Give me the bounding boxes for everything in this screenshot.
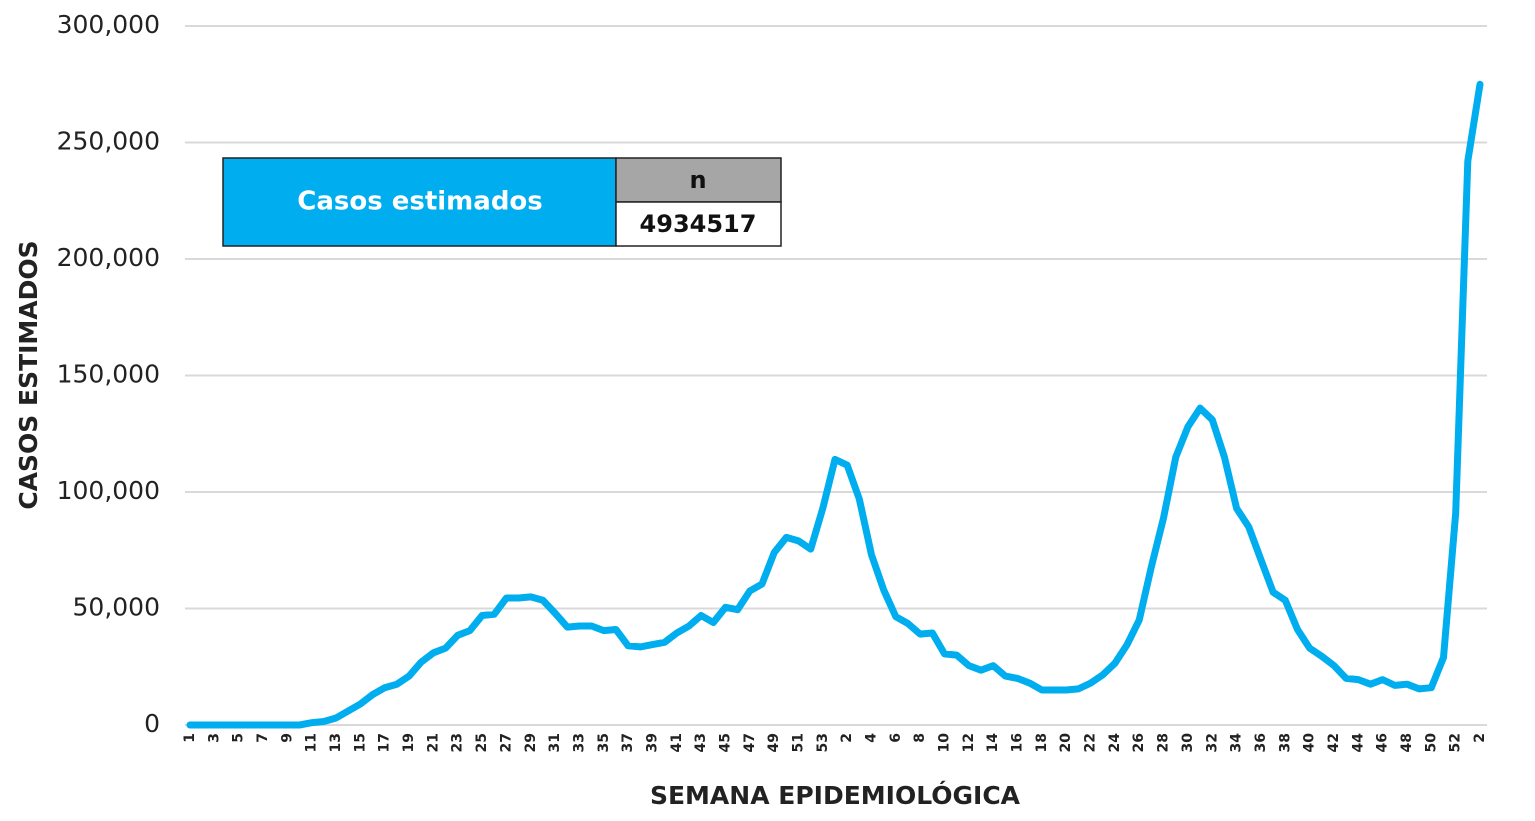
table-header: n xyxy=(689,166,706,194)
x-tick-label: 18 xyxy=(1034,733,1050,752)
x-tick-label: 10 xyxy=(937,733,953,753)
x-tick-label: 42 xyxy=(1326,733,1342,752)
x-tick-label: 33 xyxy=(571,733,587,752)
x-tick-label: 32 xyxy=(1204,733,1220,752)
x-tick-label: 49 xyxy=(766,733,782,752)
x-tick-label: 20 xyxy=(1058,733,1074,753)
x-tick-label: 50 xyxy=(1423,733,1439,753)
x-tick-label: 19 xyxy=(401,733,417,752)
table-value: 4934517 xyxy=(640,210,757,238)
x-tick-label: 2 xyxy=(1472,733,1488,743)
x-tick-label: 43 xyxy=(693,733,709,752)
x-tick-label: 17 xyxy=(377,733,393,752)
x-tick-label: 22 xyxy=(1083,733,1099,752)
summary-table: Casos estimados n 4934517 xyxy=(222,157,782,247)
x-tick-label: 24 xyxy=(1107,733,1123,753)
x-tick-label: 41 xyxy=(669,733,685,752)
x-tick-label: 46 xyxy=(1375,733,1391,752)
table-label-cell xyxy=(222,157,617,247)
x-tick-label: 53 xyxy=(815,733,831,752)
y-tick-label: 200,000 xyxy=(57,243,160,272)
x-tick-label: 48 xyxy=(1399,733,1415,752)
x-tick-label: 40 xyxy=(1302,733,1318,753)
x-tick-label: 28 xyxy=(1156,733,1172,752)
x-tick-label: 6 xyxy=(888,733,904,743)
x-tick-label: 8 xyxy=(912,733,928,743)
y-tick-label: 300,000 xyxy=(57,10,160,39)
x-tick-label: 12 xyxy=(961,733,977,752)
x-tick-label: 45 xyxy=(717,733,733,752)
x-tick-label: 52 xyxy=(1448,733,1464,752)
x-tick-label: 44 xyxy=(1350,733,1366,753)
x-tick-label: 38 xyxy=(1277,733,1293,752)
x-tick-label: 47 xyxy=(742,733,758,752)
x-tick-label: 15 xyxy=(352,733,368,752)
x-tick-label: 11 xyxy=(304,733,320,752)
y-tick-label: 100,000 xyxy=(57,476,160,505)
x-tick-label: 39 xyxy=(644,733,660,752)
x-tick-label: 27 xyxy=(498,733,514,752)
x-tick-label: 1 xyxy=(182,733,198,743)
x-tick-label: 51 xyxy=(790,733,806,752)
x-tick-label: 29 xyxy=(523,733,539,752)
plot: 0 50,000 100,000 150,000 200,000 250,000 300,0… xyxy=(57,10,1488,752)
x-tick-label: 13 xyxy=(328,733,344,752)
x-tick-label: 36 xyxy=(1253,733,1269,752)
y-axis-label: CASOS ESTIMADOS xyxy=(14,240,43,509)
x-tick-label: 21 xyxy=(425,733,441,752)
x-tick-label: 2 xyxy=(839,733,855,743)
x-tick-label: 23 xyxy=(450,733,466,752)
x-tick-label: 31 xyxy=(547,733,563,752)
y-tick-label: 50,000 xyxy=(73,593,160,622)
x-tick-label: 25 xyxy=(474,733,490,752)
x-axis-label: SEMANA EPIDEMIOLÓGICA xyxy=(650,780,1021,810)
table-value-cell xyxy=(615,201,782,247)
x-tick-label: 26 xyxy=(1131,733,1147,752)
x-tick-label: 35 xyxy=(596,733,612,752)
data-line xyxy=(186,80,1484,729)
x-tick-label: 30 xyxy=(1180,733,1196,753)
x-tick-label: 7 xyxy=(255,733,271,743)
y-tick-label: 150,000 xyxy=(57,360,160,389)
x-tick-label: 14 xyxy=(985,733,1001,753)
y-tick-label: 250,000 xyxy=(57,127,160,156)
x-tick-label: 5 xyxy=(231,733,247,743)
x-tick-label: 3 xyxy=(206,733,222,743)
x-tick-label: 37 xyxy=(620,733,636,752)
x-tick-label: 4 xyxy=(864,733,880,743)
y-tick-label: 0 xyxy=(144,709,160,738)
x-tick-label: 9 xyxy=(279,733,295,743)
table-label: Casos estimados xyxy=(297,187,543,217)
x-tick-label: 34 xyxy=(1229,733,1245,753)
x-tick-label: 16 xyxy=(1010,733,1026,752)
